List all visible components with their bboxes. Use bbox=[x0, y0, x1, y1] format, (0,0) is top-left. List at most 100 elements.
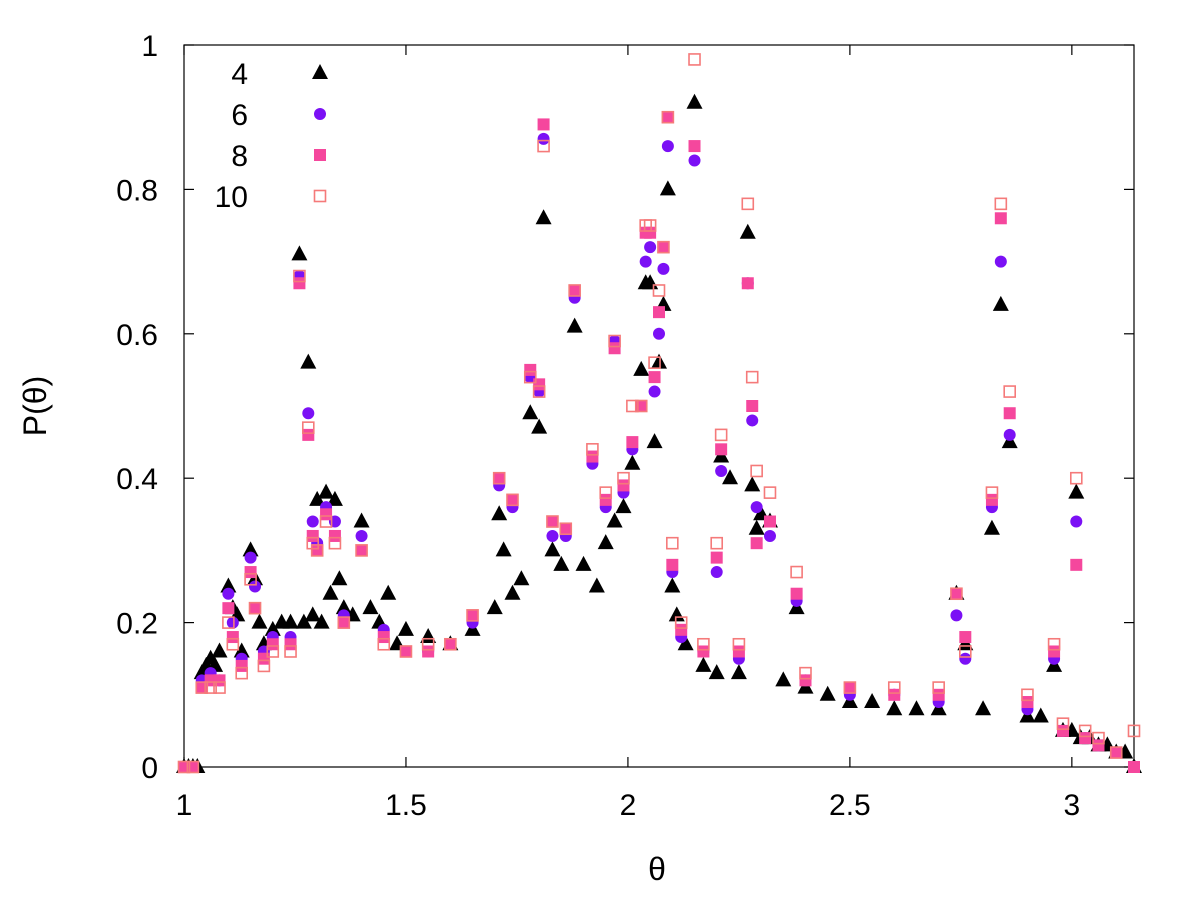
data-point bbox=[226, 637, 240, 651]
data-point bbox=[397, 620, 414, 636]
data-point bbox=[466, 609, 479, 622]
data-point bbox=[222, 616, 235, 629]
legend-label: 10 bbox=[215, 181, 248, 214]
data-point bbox=[843, 681, 856, 694]
data-point bbox=[186, 760, 200, 774]
data-point bbox=[634, 399, 648, 413]
data-point bbox=[284, 638, 297, 651]
data-point bbox=[932, 688, 945, 701]
data-point bbox=[688, 53, 701, 66]
data-point bbox=[211, 642, 228, 658]
data-point bbox=[661, 110, 675, 124]
data-point bbox=[763, 529, 776, 542]
data-point bbox=[648, 385, 661, 398]
data-point bbox=[1070, 558, 1083, 571]
data-point bbox=[746, 414, 759, 427]
data-point bbox=[708, 664, 725, 680]
data-point bbox=[799, 674, 812, 687]
data-point bbox=[710, 566, 723, 579]
data-point bbox=[328, 529, 341, 542]
x-tick-label: 2.5 bbox=[829, 789, 871, 822]
data-point bbox=[715, 443, 728, 456]
data-point bbox=[888, 688, 901, 701]
data-point bbox=[666, 558, 679, 571]
plot-frame bbox=[183, 44, 1135, 768]
data-point bbox=[523, 370, 537, 384]
data-point bbox=[722, 469, 739, 485]
data-point bbox=[177, 760, 191, 774]
legend-marker bbox=[313, 189, 327, 203]
data-point bbox=[666, 536, 679, 550]
data-point bbox=[300, 353, 317, 369]
data-point bbox=[399, 645, 412, 658]
data-point bbox=[466, 609, 479, 622]
data-point bbox=[1110, 746, 1123, 759]
data-point bbox=[648, 356, 661, 369]
data-point bbox=[309, 490, 326, 506]
data-point bbox=[355, 544, 368, 557]
data-point bbox=[422, 645, 435, 658]
data-point bbox=[626, 436, 639, 449]
data-point bbox=[318, 483, 335, 499]
data-point bbox=[908, 700, 925, 716]
data-point bbox=[1079, 732, 1092, 745]
data-point bbox=[651, 353, 667, 369]
data-point bbox=[932, 681, 945, 694]
data-point bbox=[1047, 637, 1061, 651]
data-point bbox=[195, 681, 209, 694]
data-point bbox=[959, 652, 972, 665]
data-point bbox=[575, 555, 592, 571]
data-point bbox=[304, 606, 321, 622]
data-point bbox=[1056, 724, 1069, 737]
data-point bbox=[1128, 761, 1140, 773]
data-point bbox=[486, 599, 503, 615]
data-point bbox=[302, 407, 315, 420]
data-point bbox=[710, 536, 724, 550]
data-point bbox=[653, 306, 665, 319]
data-point bbox=[257, 652, 270, 665]
data-point bbox=[985, 486, 999, 499]
data-point bbox=[748, 519, 765, 535]
data-point bbox=[688, 140, 701, 153]
data-point bbox=[337, 616, 350, 629]
data-point bbox=[1109, 746, 1123, 759]
data-point bbox=[355, 544, 368, 557]
data-point bbox=[648, 371, 661, 384]
data-point bbox=[746, 400, 759, 412]
x-tick-label: 2 bbox=[620, 789, 637, 822]
data-point bbox=[380, 584, 397, 600]
data-point bbox=[293, 277, 306, 290]
data-point bbox=[306, 529, 319, 542]
data-point bbox=[1021, 688, 1034, 702]
data-point bbox=[313, 613, 330, 629]
data-point bbox=[586, 443, 599, 456]
data-point bbox=[235, 666, 249, 680]
data-point bbox=[328, 536, 342, 550]
data-point bbox=[697, 637, 710, 651]
data-points bbox=[176, 53, 1142, 774]
data-point bbox=[790, 587, 803, 600]
data-point bbox=[322, 584, 339, 600]
data-point bbox=[310, 544, 324, 557]
data-point bbox=[715, 464, 728, 477]
data-point bbox=[697, 645, 710, 658]
data-point bbox=[492, 471, 506, 485]
legend-label: 6 bbox=[231, 99, 248, 132]
data-point bbox=[311, 544, 324, 557]
data-point bbox=[537, 132, 550, 145]
data-point bbox=[226, 616, 239, 629]
data-point bbox=[864, 693, 881, 709]
data-point bbox=[950, 587, 963, 600]
data-point bbox=[606, 512, 623, 528]
data-point bbox=[1048, 645, 1061, 658]
data-point bbox=[362, 599, 379, 615]
data-point bbox=[204, 681, 217, 694]
data-point bbox=[568, 284, 581, 297]
data-point bbox=[282, 613, 299, 629]
data-point bbox=[1003, 407, 1016, 420]
data-point bbox=[233, 642, 250, 658]
data-point bbox=[559, 522, 572, 535]
data-point bbox=[531, 418, 548, 434]
data-point bbox=[522, 404, 539, 420]
data-point bbox=[615, 498, 632, 514]
